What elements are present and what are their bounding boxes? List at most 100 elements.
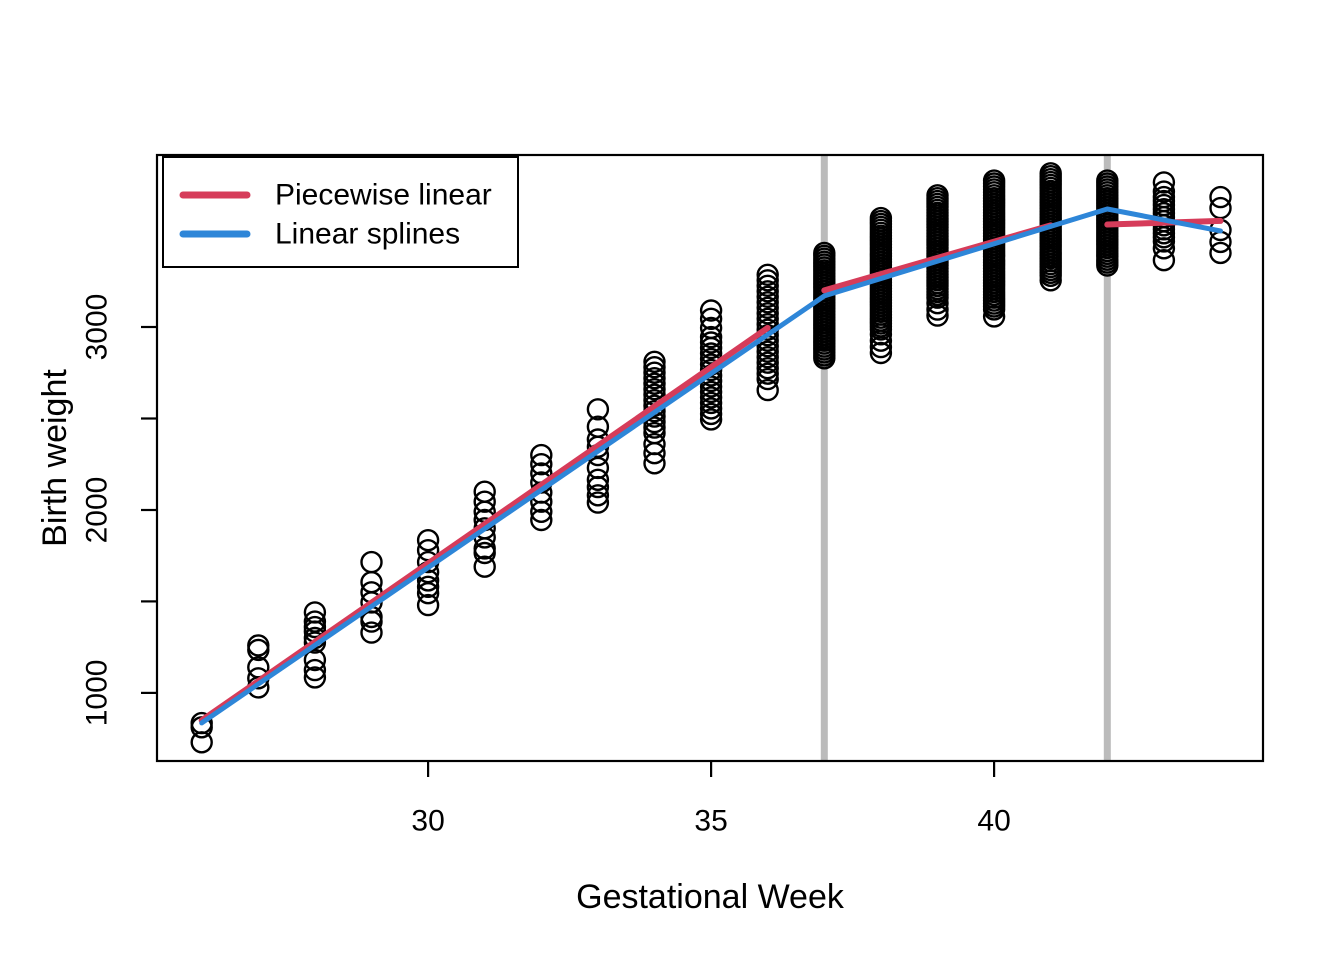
data-point xyxy=(869,335,893,359)
piecewise-linear-segment xyxy=(198,324,771,724)
data-point xyxy=(699,408,723,431)
data-point xyxy=(1152,237,1176,260)
data-point xyxy=(756,291,779,314)
data-point xyxy=(360,550,383,574)
data-point xyxy=(982,305,1006,328)
data-point xyxy=(190,731,213,754)
data-point xyxy=(530,443,553,467)
data-point xyxy=(416,575,440,598)
data-point xyxy=(473,555,496,578)
data-point xyxy=(360,621,383,644)
data-point xyxy=(586,484,610,507)
data-point xyxy=(416,529,440,552)
data-point xyxy=(699,331,723,354)
data-point xyxy=(1209,241,1232,265)
y-tick-label: 1000 xyxy=(81,660,114,727)
data-point xyxy=(1209,185,1232,209)
data-point xyxy=(643,361,666,384)
data-point xyxy=(756,274,779,297)
data-point xyxy=(699,386,723,409)
data-point xyxy=(869,323,893,346)
data-point xyxy=(756,302,779,325)
data-point xyxy=(756,357,779,380)
data-point xyxy=(982,298,1006,321)
data-point xyxy=(699,325,723,349)
data-point xyxy=(643,372,666,395)
data-point xyxy=(643,350,666,373)
data-point xyxy=(756,378,779,402)
data-point xyxy=(813,347,836,370)
generated-chart-layers: 30 35 40 1000 2000 3000 xyxy=(81,153,1265,838)
x-axis-title: Gestational Week xyxy=(576,878,845,916)
data-point xyxy=(643,378,666,401)
data-point xyxy=(756,280,779,303)
data-point xyxy=(586,491,610,514)
data-point xyxy=(416,593,440,617)
data-point xyxy=(643,356,666,379)
data-point xyxy=(1152,180,1176,203)
data-point xyxy=(699,358,723,382)
data-point xyxy=(247,634,270,657)
legend-label-piecewise: Piecewise linear xyxy=(275,179,492,212)
linear-spline-line xyxy=(199,206,1223,726)
data-point xyxy=(643,367,666,390)
data-point xyxy=(869,329,893,352)
data-point xyxy=(926,286,949,309)
data-point xyxy=(643,416,666,439)
data-point xyxy=(699,299,723,322)
y-axis-title: Birth weight xyxy=(36,369,74,547)
legend-box xyxy=(162,156,519,268)
y-tick-label: 3000 xyxy=(81,294,114,361)
data-point xyxy=(416,582,440,605)
y-tick-label: 2000 xyxy=(81,477,114,544)
data-point xyxy=(586,468,610,491)
data-point xyxy=(303,631,327,654)
data-point xyxy=(586,398,610,421)
data-point xyxy=(699,307,723,330)
data-point xyxy=(926,292,949,315)
data-point xyxy=(360,610,383,633)
legend: Piecewise linear Linear splines xyxy=(162,156,519,268)
data-point xyxy=(643,442,666,465)
data-point xyxy=(869,341,893,365)
data-point xyxy=(699,402,723,426)
data-point xyxy=(247,638,270,662)
data-point xyxy=(643,452,666,475)
data-point xyxy=(530,508,553,532)
data-point xyxy=(473,541,496,565)
data-point xyxy=(473,490,496,513)
piecewise-linear-segment xyxy=(1104,217,1224,228)
data-point xyxy=(926,298,949,321)
data-point xyxy=(926,304,949,327)
data-point xyxy=(303,666,327,689)
data-point xyxy=(699,380,723,404)
data-point xyxy=(699,397,723,420)
data-point xyxy=(1096,254,1119,277)
data-point xyxy=(756,346,779,369)
data-point xyxy=(756,296,779,319)
data-point xyxy=(530,453,553,476)
x-tick-label: 35 xyxy=(694,805,727,838)
data-point xyxy=(756,362,779,385)
data-point xyxy=(303,648,327,672)
data-point xyxy=(699,391,723,415)
data-point xyxy=(1152,249,1176,272)
data-point xyxy=(756,340,779,363)
data-point xyxy=(586,456,610,480)
data-point xyxy=(756,351,779,374)
data-point xyxy=(699,336,723,360)
data-point xyxy=(756,367,779,391)
data-point xyxy=(756,263,779,286)
data-point xyxy=(530,500,553,523)
x-tick-label: 30 xyxy=(411,805,444,838)
data-point xyxy=(1039,269,1062,292)
x-tick-label: 40 xyxy=(977,805,1010,838)
data-point xyxy=(756,285,779,308)
data-point xyxy=(756,269,779,292)
data-point xyxy=(586,475,610,499)
legend-label-splines: Linear splines xyxy=(275,218,460,251)
data-point xyxy=(303,658,327,682)
data-point xyxy=(1152,171,1176,194)
